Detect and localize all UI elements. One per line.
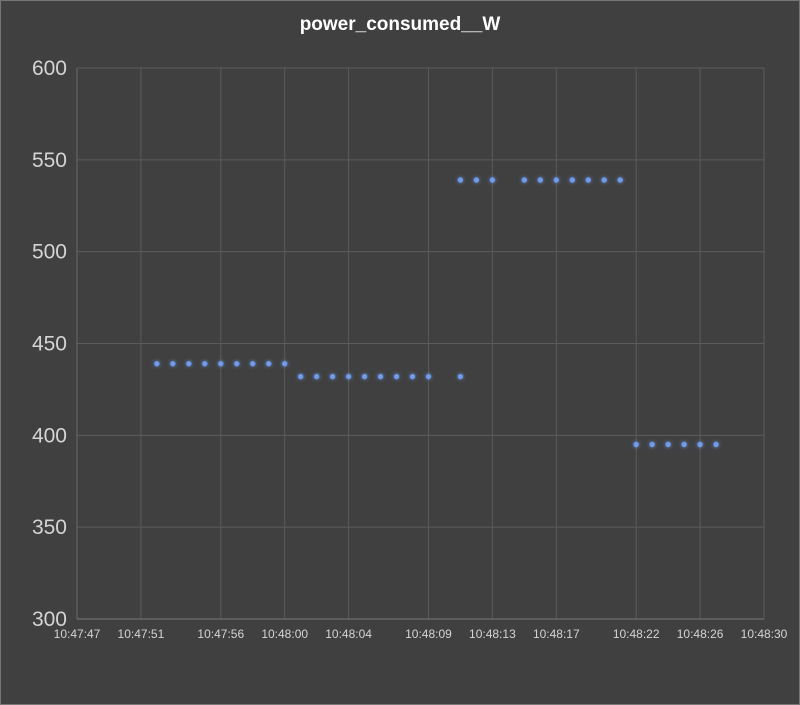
chart-title: power_consumed__W xyxy=(299,14,501,35)
data-point xyxy=(377,373,384,380)
data-point xyxy=(649,441,655,448)
data-point xyxy=(681,441,687,448)
data-point xyxy=(633,441,639,448)
x-tick-label: 10:47:56 xyxy=(197,627,244,641)
data-point xyxy=(537,177,543,183)
data-point xyxy=(218,361,224,367)
y-tick-label: 350 xyxy=(32,516,67,539)
data-point xyxy=(298,373,304,380)
x-tick-label: 10:47:51 xyxy=(118,627,165,641)
data-point xyxy=(346,373,352,380)
y-tick-label: 500 xyxy=(32,241,67,264)
data-point xyxy=(186,361,192,367)
data-point xyxy=(170,361,176,367)
data-point xyxy=(713,441,719,448)
data-point xyxy=(361,373,368,380)
x-tick-label: 10:48:00 xyxy=(261,627,308,641)
data-point xyxy=(697,441,703,448)
x-tick-label: 10:48:17 xyxy=(533,627,580,641)
data-point xyxy=(553,177,559,183)
data-point xyxy=(266,361,272,367)
y-tick-label: 550 xyxy=(32,149,67,172)
data-point xyxy=(425,373,432,380)
x-tick-label: 10:48:09 xyxy=(405,627,452,641)
data-point xyxy=(489,177,495,183)
data-point xyxy=(154,361,160,367)
x-tick-label: 10:48:26 xyxy=(677,627,724,641)
data-point xyxy=(314,373,320,380)
data-point xyxy=(330,373,336,380)
data-point xyxy=(473,177,480,183)
x-tick-label: 10:48:30 xyxy=(741,627,788,641)
data-point xyxy=(234,361,240,367)
data-point xyxy=(585,177,591,183)
data-point xyxy=(282,361,288,367)
data-point xyxy=(601,177,607,183)
data-point xyxy=(393,373,400,380)
data-point xyxy=(569,177,575,183)
y-tick-label: 400 xyxy=(32,424,67,447)
data-point xyxy=(665,441,671,448)
y-tick-label: 600 xyxy=(32,57,67,80)
data-point xyxy=(202,361,208,367)
x-tick-label: 10:47:47 xyxy=(54,627,101,641)
data-point xyxy=(457,177,464,183)
data-point xyxy=(521,177,527,183)
x-tick-label: 10:48:22 xyxy=(613,627,660,641)
y-tick-label: 300 xyxy=(32,608,67,631)
data-point xyxy=(250,361,256,367)
y-tick-label: 450 xyxy=(32,333,67,356)
data-point xyxy=(409,373,416,380)
data-point xyxy=(617,177,623,183)
x-tick-label: 10:48:04 xyxy=(325,627,372,641)
data-point xyxy=(457,373,464,380)
x-tick-label: 10:48:13 xyxy=(469,627,516,641)
